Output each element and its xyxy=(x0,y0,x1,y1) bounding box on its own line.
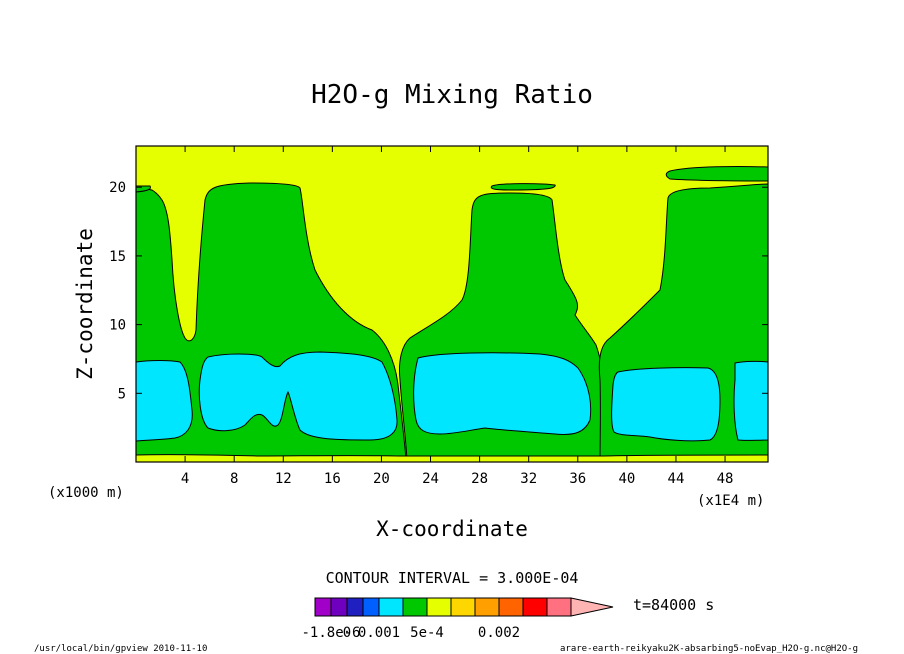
colorbar-tick-label: 0.001 xyxy=(358,625,400,641)
contour-cyan-5 xyxy=(733,360,769,441)
x-tick-label: 36 xyxy=(569,471,586,487)
colorbar-cell xyxy=(450,597,476,617)
x-tick-label: 48 xyxy=(717,471,734,487)
colorbar-cell xyxy=(546,597,572,617)
colorbar-cell xyxy=(362,597,380,617)
colorbar-cell xyxy=(426,597,452,617)
colorbar-tick-label: -1.8e-6 xyxy=(301,625,360,641)
colorbar-arrow xyxy=(570,597,614,617)
x-tick-label: 4 xyxy=(181,471,189,487)
contour-cyan-1 xyxy=(135,360,193,442)
plot-area xyxy=(135,145,769,463)
colorbar-cell xyxy=(378,597,404,617)
x-tick-label: 40 xyxy=(618,471,635,487)
colorbar: -1.8e-60 0.001 5e-4 0.002 xyxy=(301,597,614,641)
y-tick-label: 10 xyxy=(109,318,126,334)
colorbar-cell xyxy=(522,597,548,617)
y-tick-label: 15 xyxy=(109,249,126,265)
contour-interval-label: CONTOUR INTERVAL = 3.000E-04 xyxy=(326,569,579,587)
x-axis: 4 8 12 16 20 24 28 32 36 40 44 48 xyxy=(181,146,734,487)
y-tick-label: 5 xyxy=(118,386,126,402)
y-axis-label: Z-coordinate xyxy=(73,228,97,380)
chart-title: H2O-g Mixing Ratio xyxy=(311,80,593,110)
x-axis-label: X-coordinate xyxy=(376,517,528,541)
x-tick-label: 32 xyxy=(520,471,537,487)
y-tick-label: 20 xyxy=(109,180,126,196)
contour-green-top-1 xyxy=(490,183,556,191)
contour-cyan-2 xyxy=(198,351,398,441)
colorbar-cell xyxy=(346,597,364,617)
contour-yellow-bottom xyxy=(135,454,769,463)
colorbar-cell xyxy=(498,597,524,617)
contour-cyan-4 xyxy=(611,367,721,442)
contour-cyan-3 xyxy=(413,352,592,435)
colorbar-tick-label: 0 xyxy=(343,625,351,641)
x-tick-label: 20 xyxy=(373,471,390,487)
x-tick-label: 44 xyxy=(668,471,685,487)
colorbar-cell xyxy=(474,597,500,617)
colorbar-tick-label: 0.002 xyxy=(478,625,520,641)
plot-frame xyxy=(135,145,769,463)
footer-right: arare-earth-reikyaku2K-absarbing5-noEvap… xyxy=(560,644,858,654)
x-tick-label: 24 xyxy=(422,471,439,487)
colorbar-cell xyxy=(330,597,348,617)
y-unit-label: (x1000 m) xyxy=(48,485,124,501)
x-unit-label: (x1E4 m) xyxy=(697,493,764,509)
colorbar-tick-label: 5e-4 xyxy=(410,625,444,641)
footer-left: /usr/local/bin/gpview 2010-11-10 xyxy=(34,644,207,654)
x-tick-label: 28 xyxy=(471,471,488,487)
x-tick-label: 12 xyxy=(275,471,292,487)
time-label: t=84000 s xyxy=(633,596,714,614)
x-tick-label: 8 xyxy=(230,471,238,487)
y-axis: 5 10 15 20 xyxy=(109,180,768,402)
contour-green-top-2 xyxy=(665,165,769,182)
x-tick-label: 16 xyxy=(324,471,341,487)
colorbar-cell xyxy=(314,597,332,617)
colorbar-cell xyxy=(402,597,428,617)
